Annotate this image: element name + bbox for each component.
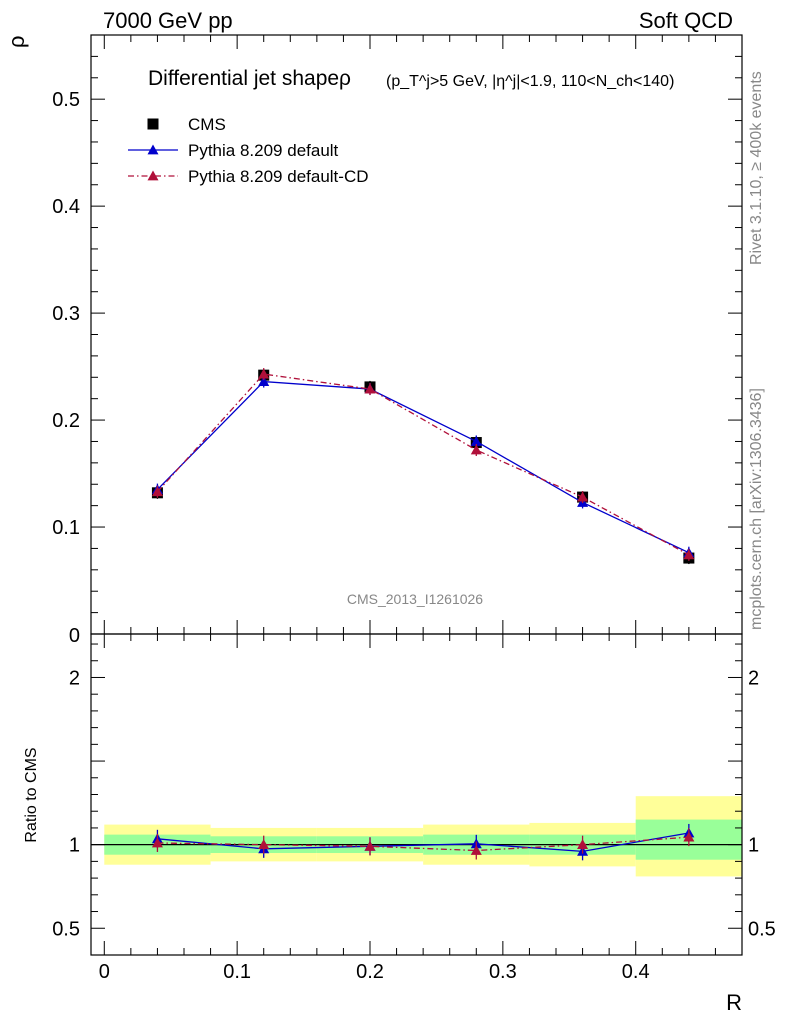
- y-tick-label: 0.3: [52, 303, 80, 325]
- data-point: [364, 840, 376, 851]
- x-axis-label: R: [726, 990, 742, 1015]
- data-point: [683, 831, 695, 842]
- series-line: [157, 832, 689, 852]
- legend: CMS Pythia 8.209 default Pythia 8.209 defa…: [128, 115, 369, 186]
- mcplots-label: mcplots.cern.ch [arXiv:1306.3436]: [748, 388, 765, 630]
- chart-title-main: Differential jet shapeρ: [148, 67, 351, 90]
- x-tick-label: 0.1: [223, 961, 251, 983]
- data-point: [151, 837, 163, 848]
- legend-label: Pythia 8.209 default-CD: [188, 167, 369, 186]
- data-point: [258, 839, 270, 850]
- data-point: [151, 486, 163, 497]
- x-tick-label: 0.3: [489, 961, 517, 983]
- analysis-watermark: CMS_2013_I1261026: [347, 591, 483, 607]
- legend-marker: [147, 170, 159, 181]
- legend-marker: [147, 144, 159, 155]
- legend-label: CMS: [188, 115, 226, 134]
- y-tick-label: 0.4: [52, 196, 80, 218]
- y-tick-label: 1: [69, 835, 80, 857]
- y-tick-label-right: 1: [748, 835, 759, 857]
- main-panel: ρ 0.1 0.2 0.3 0.4 0.5 0 Differential jet sha…: [4, 34, 743, 647]
- data-point: [470, 845, 482, 855]
- y-tick-label: 0.5: [52, 918, 80, 940]
- x-tick-label: 0: [99, 961, 110, 983]
- y-tick-label: 2: [69, 667, 80, 689]
- data-point: [577, 839, 589, 850]
- ratio-y-axis-label: Ratio to CMS: [23, 747, 40, 842]
- y-tick-label-right: 2: [748, 667, 759, 689]
- data-point: [470, 435, 482, 446]
- legend-label: Pythia 8.209 default: [188, 141, 339, 160]
- series-line: [156, 380, 690, 554]
- main-y-axis-label: ρ: [4, 35, 29, 48]
- chart-title: Differential jet shapeρ: [148, 67, 351, 90]
- x-tick-label: 0.2: [356, 961, 384, 983]
- data-point: [364, 383, 376, 394]
- rivet-label: Rivet 3.1.10, ≥ 400k events: [748, 71, 765, 265]
- chart-title-cuts: (p_T^j>5 GeV, |η^j|<1.9, 110<N_ch<140): [386, 73, 674, 90]
- data-point: [683, 549, 695, 560]
- y-tick-label: 0.2: [52, 410, 80, 432]
- header-right: Soft QCD: [639, 8, 733, 33]
- data-point: [258, 368, 270, 379]
- legend-marker: [147, 118, 159, 130]
- main-y-zero-label: 0: [69, 625, 80, 647]
- data-point: [258, 376, 270, 386]
- data-point: [470, 444, 482, 455]
- y-tick-label: 0.5: [52, 89, 80, 111]
- x-tick-label: 0.4: [622, 961, 650, 983]
- header-left: 7000 GeV pp: [103, 8, 233, 33]
- series-line: [157, 836, 689, 852]
- series-line: [156, 373, 690, 556]
- data-point: [577, 491, 589, 502]
- y-tick-label-right: 0.5: [748, 918, 776, 940]
- ratio-plot-frame: [90, 633, 743, 956]
- ratio-panel: 0.5 0.5 1 1 2 2 0 0.1 0.2 0.3 0.4 Ratio to CMS R: [23, 633, 776, 1015]
- y-tick-label: 0.1: [52, 517, 80, 539]
